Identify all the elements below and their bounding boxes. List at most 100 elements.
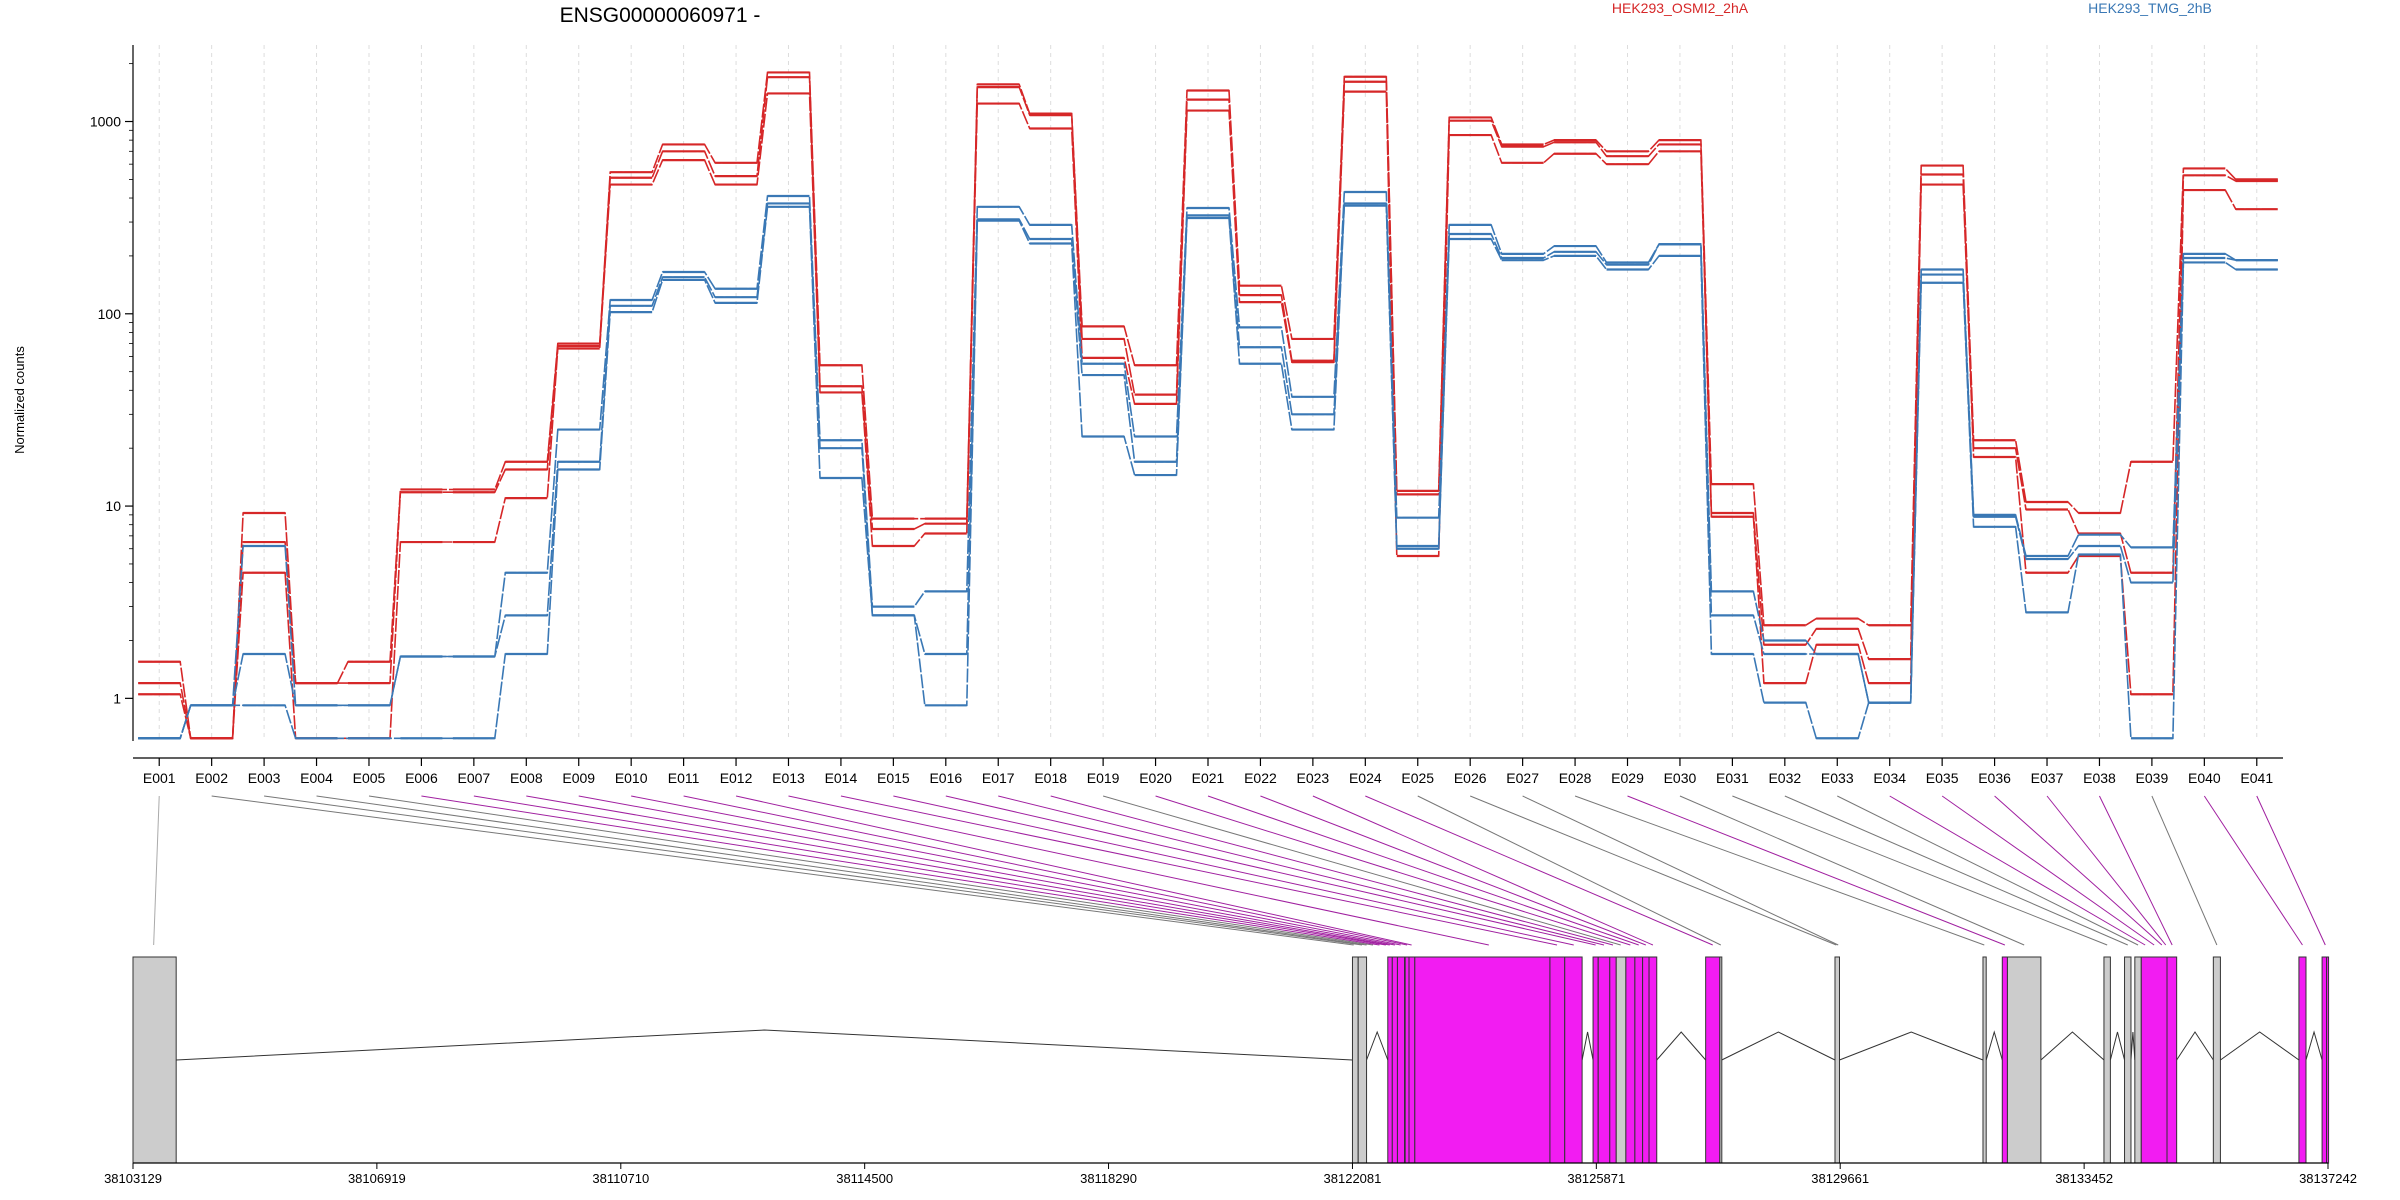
x-tick-label-e039: E039 (2136, 770, 2169, 786)
series-6-line (138, 204, 2278, 740)
connection-e001 (153, 795, 160, 946)
connection-e009 (578, 795, 1395, 946)
x-tick-label-e025: E025 (1401, 770, 1434, 786)
x-tick-label-e001: E001 (143, 770, 176, 786)
connection-e028 (1574, 795, 1985, 946)
connection-e007 (473, 795, 1386, 946)
series-layer (138, 71, 2278, 740)
genome-tick-label-38137242: 38137242 (2299, 1171, 2357, 1186)
x-tick-label-e019: E019 (1087, 770, 1120, 786)
exon-12 (1592, 956, 1599, 1164)
x-tick-label-e015: E015 (877, 770, 910, 786)
x-tick-label-e021: E021 (1192, 770, 1225, 786)
genome-tick-label-38106919: 38106919 (348, 1171, 406, 1186)
exon-34 (2326, 956, 2330, 1164)
intron-30 (2176, 1031, 2214, 1061)
genome-tick-label-38118290: 38118290 (1080, 1171, 1137, 1186)
connection-e025 (1417, 795, 1721, 946)
exon-13 (1597, 956, 1611, 1164)
y-axis: 1 10 100 1000 (90, 45, 134, 741)
exon-9 (1414, 956, 1551, 1164)
gridlines (158, 45, 2258, 741)
exon-32 (2298, 956, 2307, 1164)
y-tick-label-1000: 1000 (90, 114, 121, 130)
connection-e026 (1470, 795, 1837, 946)
y-tick-label-1: 1 (113, 690, 121, 706)
exon-15 (1615, 956, 1627, 1164)
legend-label-tmg: HEK293_TMG_2hB (2088, 0, 2212, 16)
x-tick-label-e041: E041 (2240, 770, 2273, 786)
connection-e010 (631, 795, 1401, 946)
connection-e041 (2256, 795, 2326, 946)
x-tick-label-e030: E030 (1664, 770, 1697, 786)
x-tick-label-e009: E009 (562, 770, 595, 786)
x-tick-label-e017: E017 (982, 770, 1015, 786)
connection-e006 (421, 795, 1380, 946)
exon-8 (1408, 956, 1416, 1164)
connection-e040 (2203, 795, 2303, 946)
x-tick-label-e018: E018 (1034, 770, 1067, 786)
exon-27 (2124, 956, 2132, 1164)
x-tick-label-e010: E010 (615, 770, 648, 786)
x-tick-label-e014: E014 (825, 770, 858, 786)
x-tick-label-e032: E032 (1768, 770, 1801, 786)
connection-e037 (2046, 795, 2167, 946)
connection-e016 (945, 795, 1596, 946)
x-tick-label-e029: E029 (1611, 770, 1644, 786)
connection-e023 (1312, 795, 1654, 946)
connection-e015 (893, 795, 1574, 946)
exon-20 (1705, 956, 1721, 1164)
x-tick-label-e035: E035 (1926, 770, 1959, 786)
x-tick-label-e033: E033 (1821, 770, 1854, 786)
connection-e011 (683, 795, 1408, 946)
connection-e017 (998, 795, 1605, 946)
y-axis-label: Normalized counts (12, 346, 27, 454)
connection-e022 (1260, 795, 1646, 946)
exon-7 (1404, 956, 1410, 1164)
intron-26 (2109, 1031, 2126, 1061)
x-tick-label-e031: E031 (1716, 770, 1749, 786)
connection-e024 (1365, 795, 1713, 946)
connection-e013 (788, 795, 1489, 946)
intron-25 (2040, 1031, 2105, 1061)
series-2 (138, 76, 2278, 740)
exon-31 (2212, 956, 2221, 1164)
exon-11 (1564, 956, 1583, 1164)
connection-e032 (1784, 795, 2128, 946)
connection-e019 (1102, 795, 1621, 946)
intron-1 (176, 1029, 1353, 1061)
connection-e020 (1155, 795, 1631, 946)
exon-28 (2134, 956, 2142, 1164)
exon-10 (1549, 956, 1566, 1164)
connection-e029 (1627, 795, 2006, 946)
legend-label-osmi2: HEK293_OSMI2_2hA (1612, 0, 1749, 16)
connection-e004 (316, 795, 1367, 946)
connection-e031 (1732, 795, 2108, 946)
connection-e003 (264, 795, 1363, 946)
connection-e012 (735, 795, 1412, 946)
x-tick-label-e036: E036 (1978, 770, 2011, 786)
intron-3 (1366, 1030, 1389, 1061)
gene-track (132, 956, 2330, 1164)
intron-32 (2305, 1030, 2323, 1061)
x-tick-label-e012: E012 (720, 770, 753, 786)
connection-e008 (526, 795, 1390, 946)
intron-11 (1581, 1031, 1594, 1061)
intron-22 (1839, 1031, 1984, 1061)
exon-1 (132, 956, 177, 1164)
genome-tick-label-38125871: 38125871 (1567, 1171, 1625, 1186)
exon-14 (1609, 956, 1617, 1164)
connection-e002 (211, 795, 1354, 946)
exon-18 (1642, 956, 1650, 1164)
connection-layer (153, 795, 2326, 946)
x-tick-label-e007: E007 (458, 770, 491, 786)
chart-title: ENSG00000060971 - (560, 4, 761, 27)
exon-25 (2006, 956, 2042, 1164)
y-tick-label-100: 100 (98, 306, 122, 322)
x-tick-label-e026: E026 (1454, 770, 1487, 786)
x-tick-label-e034: E034 (1873, 770, 1906, 786)
x-tick-label-e002: E002 (195, 770, 228, 786)
exon-19 (1648, 956, 1658, 1164)
intron-31 (2220, 1031, 2300, 1061)
